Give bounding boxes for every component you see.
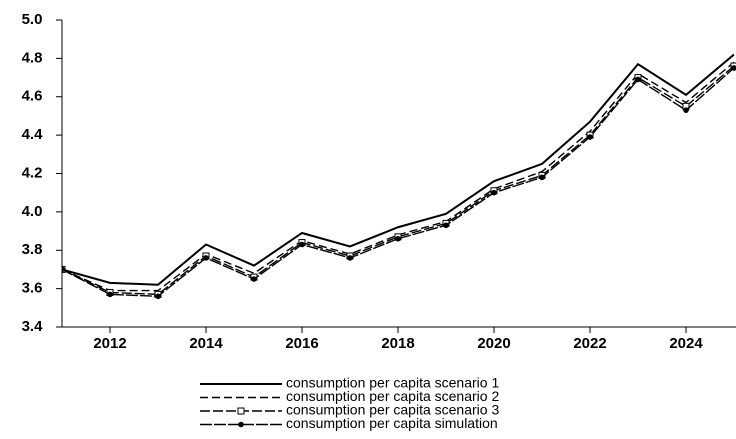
series-marker [635,76,641,83]
series-line [62,61,735,292]
x-tick-label: 2014 [189,335,223,352]
legend-marker [237,407,245,415]
series-marker [107,291,113,298]
x-tick-label: 2012 [93,335,126,352]
series-marker [299,241,305,248]
legend-label: consumption per capita scenario 2 [286,388,499,404]
series-marker [731,65,736,71]
series-marker [395,235,401,242]
legend-label: consumption per capita scenario 3 [286,402,499,418]
series-marker [347,255,353,261]
x-tick-label: 2020 [477,335,510,352]
y-tick-label: 4.4 [22,126,44,143]
series-marker [587,134,593,140]
series-marker [539,174,545,181]
series-marker [443,222,449,229]
series-marker [251,276,257,282]
y-tick-label: 3.8 [22,241,43,258]
y-tick-label: 4.0 [22,203,43,220]
x-tick-label: 2018 [381,335,414,352]
x-tick-label: 2024 [669,335,703,352]
y-tick-label: 4.6 [22,88,43,105]
y-tick-label: 5.0 [22,11,43,28]
series-line [62,53,735,286]
series-marker [203,255,209,261]
series-line [62,65,735,296]
y-tick-label: 3.6 [22,280,43,297]
series-marker [491,189,497,196]
series-marker [683,107,689,113]
legend-marker [238,421,244,428]
x-tick-label: 2016 [285,335,318,352]
legend-label: consumption per capita scenario 1 [286,375,499,391]
series-marker [155,293,161,300]
series-line [62,67,735,298]
y-tick-label: 4.2 [22,164,43,181]
x-tick-label: 2022 [573,335,606,352]
series-marker [62,266,65,273]
plot-area [62,53,736,300]
y-tick-label: 4.8 [22,49,43,66]
legend-label: consumption per capita simulation [286,415,498,431]
y-tick-label: 3.4 [22,318,44,335]
